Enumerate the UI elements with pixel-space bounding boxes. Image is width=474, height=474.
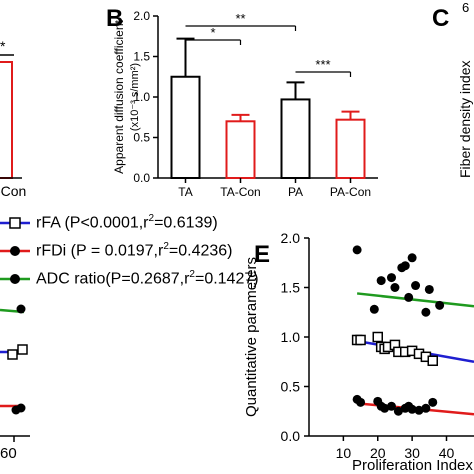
significance-label: **	[235, 11, 245, 26]
panel-a-red-bar	[0, 61, 13, 179]
y-tick-label: 0.0	[281, 428, 301, 444]
panel-c-ytick: 6	[462, 0, 469, 15]
panel-b-letter: B	[106, 5, 123, 32]
data-point	[407, 253, 417, 263]
open-square-icon	[0, 216, 30, 230]
data-point	[390, 283, 400, 292]
significance-label: *	[210, 25, 215, 40]
y-axis-label-units: (x10⁻³ s/mm²)	[129, 63, 141, 131]
data-point	[407, 404, 417, 414]
data-point	[387, 401, 396, 411]
data-point	[435, 300, 445, 310]
x-tick-label: TA-Con	[220, 185, 260, 199]
panel-d-square	[17, 344, 28, 355]
panel-e-letter: E	[254, 241, 270, 268]
data-point	[428, 397, 438, 407]
data-point	[380, 403, 390, 413]
bar	[170, 75, 201, 179]
filled-circle-icon	[0, 272, 30, 286]
x-axis-label: Proliferation Index	[352, 457, 473, 474]
y-axis-label: Apparent diffusion coefficient	[112, 20, 126, 174]
y-tick-label: 1.0	[133, 90, 150, 104]
panel-d-square	[7, 349, 18, 360]
data-point	[387, 273, 396, 283]
panel-a-sig: *	[0, 38, 6, 54]
y-tick-label: 1.0	[281, 329, 301, 345]
legend-label-rfdi: rFDi (P = 0.0197,r2=0.4236)	[36, 241, 233, 260]
data-point	[372, 331, 383, 343]
y-axis-label: Quantitative parameters	[243, 257, 260, 417]
y-tick-label: 2.0	[133, 9, 150, 23]
legend-item-rfa: rFA (P<0.0001,r2=0.6139)	[0, 212, 218, 234]
legend-item-adc: ADC ratio(P=0.2687,r2=0.1427)	[0, 268, 259, 290]
data-point	[355, 334, 366, 346]
data-point	[393, 406, 403, 416]
legend-item-rfdi: rFDi (P = 0.0197,r2=0.4236)	[0, 240, 232, 262]
x-tick-label: 30	[404, 445, 420, 461]
data-point	[421, 307, 431, 317]
x-tick-label: PA-Con	[330, 185, 371, 199]
x-tick-label: TA	[178, 185, 192, 199]
data-point	[421, 403, 431, 413]
data-point	[376, 276, 386, 286]
panel-d-fragment: 60	[0, 304, 30, 462]
panel-a-tick-label: -Con	[0, 183, 26, 199]
data-point	[369, 304, 379, 314]
y-tick-label: 0.5	[133, 131, 150, 145]
data-point	[356, 397, 366, 407]
y-tick-label: 0.0	[133, 171, 150, 185]
data-point	[411, 281, 421, 291]
data-point	[427, 355, 438, 367]
x-tick-label: 10	[336, 445, 352, 461]
fit-line	[356, 292, 474, 308]
panel-c-fragment: C 6 Fiber density index	[432, 0, 473, 178]
panel-c-ylabel: Fiber density index	[457, 60, 473, 178]
panel-d-x-tick: 60	[0, 445, 17, 462]
data-point	[414, 405, 424, 415]
y-tick-label: 2.0	[281, 230, 301, 246]
panel-b-bar-chart: B 0.0 0.5 1.0 1.5 2.0 Apparent diffusion coeff…	[106, 5, 378, 199]
data-point	[352, 245, 362, 255]
bar	[335, 118, 366, 179]
legend-label-rfa: rFA (P<0.0001,r2=0.6139)	[36, 213, 218, 232]
significance-label: ***	[315, 57, 330, 72]
panel-c-letter: C	[432, 5, 449, 32]
data-point	[424, 284, 434, 294]
y-tick-label: 1.5	[281, 280, 301, 296]
x-tick-label: PA	[288, 185, 303, 199]
x-tick-label: 20	[370, 445, 386, 461]
data-point	[404, 292, 414, 302]
y-tick-label: 0.5	[281, 379, 301, 395]
legend-label-adc: ADC ratio(P=0.2687,r2=0.1427)	[36, 269, 259, 288]
y-tick-label: 1.5	[133, 50, 150, 64]
panel-e-scatter-chart: 0.0 0.5 1.0 1.5 2.0 10 20 30 40 Quantitative para…	[243, 230, 474, 474]
panel-d-point	[11, 405, 21, 415]
panel-a-fragment: * -Con	[0, 38, 26, 199]
bar	[225, 120, 256, 180]
x-tick-label: 40	[439, 445, 455, 461]
bar	[280, 98, 311, 179]
panel-d-point	[16, 304, 26, 314]
legend: rFA (P<0.0001,r2=0.6139) rFDi (P = 0.019…	[0, 210, 259, 300]
data-point	[400, 261, 410, 271]
filled-circle-icon	[0, 244, 30, 258]
